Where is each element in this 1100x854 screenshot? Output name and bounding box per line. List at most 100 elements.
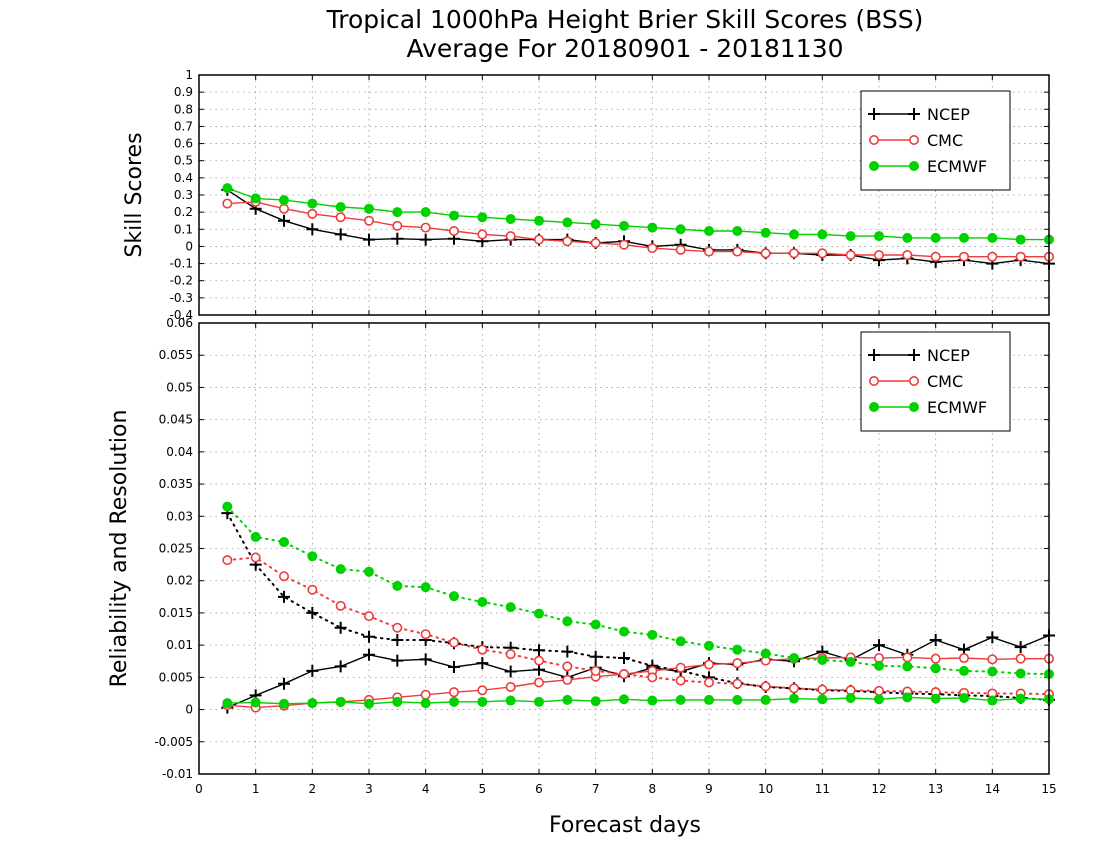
data-point-cmc	[647, 672, 658, 683]
data-point-ecmwf	[335, 564, 346, 575]
y-tick-label: 0.1	[174, 222, 193, 236]
panel-2-y-axis-label: Reliability and Resolution	[107, 410, 132, 688]
data-point-ecmwf	[760, 227, 771, 238]
data-point-cmc	[703, 677, 714, 688]
data-point-ecmwf	[675, 224, 686, 235]
y-tick-label: 0.5	[174, 154, 193, 168]
data-point-ecmwf	[789, 229, 799, 240]
data-point-ecmwf	[647, 222, 658, 233]
panel-1-y-ticks: -0.4 -0.3 -0.2 -0.1 0 0.1 0.2 0.3 0.4 0.5 0.6 0.7 0.…	[170, 68, 1049, 322]
data-point-ecmwf	[392, 696, 403, 707]
data-point-ncep	[363, 630, 375, 643]
x-tick-label: 6	[535, 782, 543, 796]
data-point-ecmwf	[477, 696, 488, 707]
data-point-ecmwf	[307, 551, 318, 562]
x-tick-label: 12	[871, 782, 886, 796]
x-tick-label: 1	[252, 782, 260, 796]
y-tick-label: 0.8	[174, 102, 193, 116]
data-point-ecmwf	[279, 537, 289, 548]
data-point-ecmwf	[874, 660, 884, 671]
data-point-ncep	[618, 652, 630, 665]
data-point-ecmwf	[222, 183, 233, 194]
data-point-cmc	[420, 222, 431, 233]
data-point-ecmwf	[732, 226, 743, 236]
data-point-cmc	[505, 231, 516, 242]
data-point-ecmwf	[364, 698, 374, 709]
legend-marker-ncep	[868, 349, 880, 361]
data-point-ecmwf	[817, 654, 828, 665]
data-point-ecmwf	[760, 648, 771, 659]
data-point-ecmwf	[279, 195, 289, 206]
data-point-ncep	[363, 233, 375, 246]
data-point-ecmwf	[789, 653, 799, 664]
panel-1-y-axis-label: Skill Scores	[122, 132, 147, 257]
data-point-cmc	[703, 246, 714, 257]
data-point-ecmwf	[505, 602, 516, 613]
data-point-ecmwf	[987, 666, 998, 677]
x-tick-label: 2	[309, 782, 317, 796]
data-point-ecmwf	[619, 626, 629, 637]
data-point-ncep	[306, 606, 319, 619]
series-cmc-dotted	[222, 552, 1055, 700]
legend-label-ncep: NCEP	[927, 346, 970, 365]
data-point-ecmwf	[222, 501, 233, 512]
panel-2: -0.01 -0.005 0 0.005 0.01 0.015 0.02 0.025 0.03 0…	[107, 316, 1057, 796]
panel-1: -0.4 -0.3 -0.2 -0.1 0 0.1 0.2 0.3 0.4 0.5 0.6 0.7 0.…	[122, 68, 1055, 322]
data-point-cmc	[278, 203, 289, 214]
data-point-ncep	[419, 653, 432, 666]
data-point-cmc	[477, 644, 488, 655]
y-tick-label: 0.06	[166, 316, 193, 330]
data-point-cmc	[987, 251, 998, 262]
data-point-ecmwf	[335, 696, 346, 707]
data-point-ecmwf	[534, 608, 544, 619]
data-point-cmc	[817, 684, 828, 695]
x-tick-label: 15	[1041, 782, 1056, 796]
data-point-ncep	[533, 644, 545, 657]
data-point-ecmwf	[250, 697, 261, 708]
data-point-ecmwf	[845, 692, 856, 703]
data-point-cmc	[477, 685, 488, 696]
data-point-ecmwf	[477, 212, 488, 223]
data-point-ncep	[533, 663, 545, 676]
series-ecmwf-dotted	[222, 501, 1054, 680]
data-point-cmc	[647, 243, 658, 254]
data-point-cmc	[902, 250, 913, 261]
legend-marker-ecmwf	[909, 402, 919, 412]
data-point-cmc	[760, 248, 771, 259]
data-point-ecmwf	[874, 694, 884, 705]
y-tick-label: -0.01	[162, 767, 193, 781]
data-point-cmc	[307, 584, 318, 595]
legend-label-ecmwf: ECMWF	[927, 398, 987, 417]
data-point-cmc	[533, 234, 544, 245]
data-point-cmc	[307, 208, 318, 219]
y-tick-label: 0.3	[174, 188, 193, 202]
y-tick-label: 0	[185, 239, 193, 253]
data-point-cmc	[675, 662, 686, 673]
x-tick-label: 9	[705, 782, 713, 796]
data-point-ecmwf	[647, 629, 658, 640]
y-tick-label: -0.4	[170, 308, 193, 322]
data-point-ecmwf	[449, 696, 459, 707]
legend-marker-ncep	[908, 349, 920, 361]
series-ecmwf-solid	[222, 183, 1054, 245]
data-point-cmc	[930, 653, 941, 664]
legend-marker-ecmwf	[869, 402, 879, 412]
chart-panels: -0.4 -0.3 -0.2 -0.1 0 0.1 0.2 0.3 0.4 0.5 0.6 0.7 0.…	[107, 68, 1057, 796]
data-point-ncep	[873, 639, 885, 652]
data-point-cmc	[335, 212, 346, 223]
data-point-cmc	[590, 665, 601, 676]
data-point-ecmwf	[534, 215, 544, 226]
data-point-ecmwf	[930, 663, 941, 674]
data-point-ncep	[334, 660, 347, 673]
panel-2-legend: NCEP CMC ECMWF	[860, 331, 1011, 432]
data-point-ecmwf	[590, 696, 601, 707]
y-tick-label: -0.2	[170, 274, 193, 288]
data-point-ncep	[391, 654, 404, 667]
data-point-ecmwf	[1015, 234, 1026, 245]
data-point-ncep	[306, 223, 319, 236]
series-line-cmc	[226, 556, 1050, 696]
data-point-ecmwf	[562, 217, 573, 228]
data-point-ecmwf	[250, 531, 261, 542]
data-point-ecmwf	[959, 232, 969, 243]
data-point-cmc	[562, 674, 573, 685]
